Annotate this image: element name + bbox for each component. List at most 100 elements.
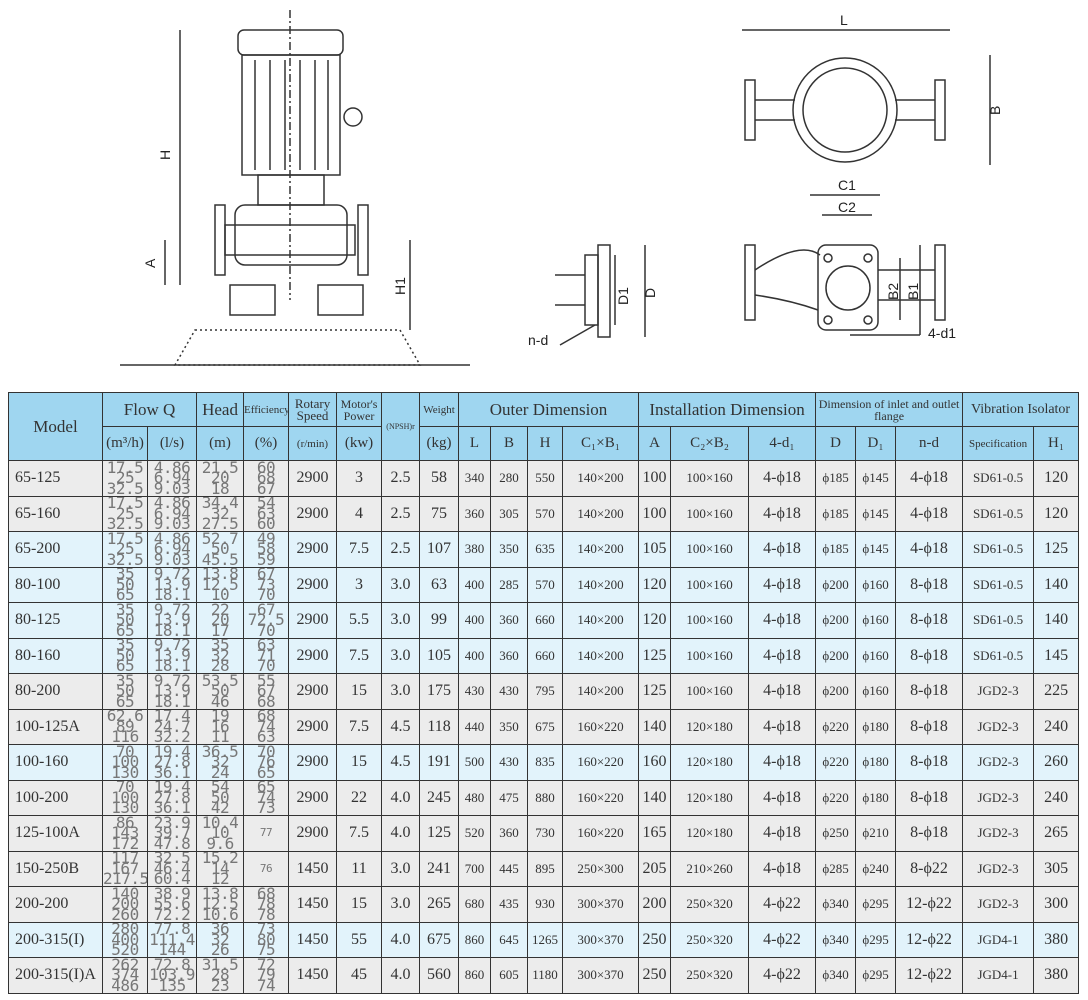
cell-q1: 140 200 260 [102,886,148,923]
cell-a: 250 [638,921,672,958]
cell-d1: 4-ϕ18 [748,566,817,603]
cell-b: 445 [490,850,529,887]
cell-c1b1: 300×370 [562,921,640,958]
table-row: 150-250B 117 167 217.5 32.5 46.4 60.4 15.2 … [8,850,1080,887]
cell-q1: 62.6 89 116 [102,708,148,745]
cell-head: 35 32 28 [196,637,245,674]
cell-a: 100 [638,460,672,497]
label-C2: C2 [838,199,856,215]
cell-q1: 280 400 520 [102,921,148,958]
cell-d1: 4-ϕ18 [748,850,817,887]
pump-dimension-drawings: H A H1 D1 D n-d L B C1 C2 B2 B1 4-d1 [120,10,1003,366]
cell-c2b2: 100×160 [670,637,750,674]
table-row: 200-200 140 200 260 38.9 55.6 72.2 13.8 12.… [8,886,1080,923]
cell-c2b2: 100×160 [670,602,750,639]
cell-h: 570 [527,566,564,603]
cell-b: 350 [490,531,529,568]
cell-l: 340 [458,460,492,497]
cell-d1: ϕ160 [855,566,897,603]
cell-c1b1: 160×220 [562,708,640,745]
flange-drawing [555,244,646,346]
cell-speed: 2900 [288,637,338,674]
cell-npsh: 4.0 [381,957,421,994]
label-B1: B1 [905,283,921,300]
cell-l: 380 [458,531,492,568]
cell-q2: 9.72 13.9 18.1 [146,637,198,674]
header-rotary-speed: Rotary Speed [288,392,338,427]
cell-h1: 265 [1033,815,1080,852]
header-eff-unit: (%) [243,426,290,461]
header-sub-10: Specification [962,426,1035,461]
cell-c2b2: 100×160 [670,566,750,603]
cell-h1: 380 [1033,957,1080,994]
cell-c1b1: 140×200 [562,460,640,497]
cell-d1: ϕ145 [855,495,897,532]
cell-d1: ϕ240 [855,850,897,887]
table-row: 80-200 35 50 65 9.72 13.9 18.1 53.5 50 46 55… [8,673,1080,710]
cell-d: ϕ220 [815,708,857,745]
cell-model: 80-160 [8,637,103,674]
cell-c1b1: 300×370 [562,957,640,994]
cell-b: 605 [490,957,529,994]
cell-q2: 19.4 27.8 36.1 [146,779,198,816]
table-row: 65-160 17.5 25 32.5 4.86 6.94 9.03 34.4 32 … [8,495,1080,532]
cell-h1: 240 [1033,708,1080,745]
cell-d1: 4-ϕ18 [748,815,817,852]
cell-head: 53.5 50 46 [196,673,245,710]
cell-d1: ϕ210 [855,815,897,852]
cell-c2b2: 100×160 [670,531,750,568]
cell-d: ϕ200 [815,566,857,603]
cell-power: 11 [336,850,383,887]
cell-head: 21.5 20 18 [196,460,245,497]
header-flange-dimension: Dimension of inlet and outlet flange [815,392,964,427]
cell-d: ϕ200 [815,673,857,710]
cell-a: 100 [638,495,672,532]
cell-c2b2: 120×180 [670,815,750,852]
cell-q2: 9.72 13.9 18.1 [146,566,198,603]
cell-c1b1: 160×220 [562,744,640,781]
cell-spec: SD61-0.5 [962,460,1035,497]
cell-spec: JGD2-3 [962,850,1035,887]
cell-q2: 4.86 6.94 9.03 [146,531,198,568]
cell-a: 120 [638,602,672,639]
cell-q2: 4.86 6.94 9.03 [146,495,198,532]
cell-nd: 8-ϕ18 [895,637,964,674]
cell-d1: ϕ295 [855,886,897,923]
cell-eff: 77 [243,815,290,852]
cell-weight: 105 [419,637,460,674]
cell-q1: 70 100 130 [102,744,148,781]
cell-model: 125-100A [8,815,103,852]
header-efficiency: Efficiency [243,392,290,427]
cell-speed: 1450 [288,957,338,994]
cell-d1: ϕ180 [855,744,897,781]
cell-d1: 4-ϕ18 [748,673,817,710]
table-row: 100-125A 62.6 89 116 17.4 24.7 32.2 19 16 1… [8,708,1080,745]
cell-spec: SD61-0.5 [962,602,1035,639]
cell-h: 675 [527,708,564,745]
header-motor-unit: (kw) [336,426,383,461]
cell-a: 140 [638,779,672,816]
cell-a: 165 [638,815,672,852]
header-sub-2: H [527,426,564,461]
header-npsh: (NPSH)r [381,392,421,461]
cell-b: 360 [490,637,529,674]
cell-model: 80-200 [8,673,103,710]
cell-l: 400 [458,637,492,674]
cell-model: 100-160 [8,744,103,781]
cell-h: 660 [527,602,564,639]
cell-npsh: 2.5 [381,460,421,497]
cell-head: 13.8 12.5 10.6 [196,886,245,923]
cell-h: 880 [527,779,564,816]
cell-q1: 35 50 65 [102,566,148,603]
bottom-view-drawing [744,244,946,336]
table-row: 200-315(I) 280 400 520 77.8 111.4 144 36 32… [8,921,1080,958]
cell-spec: SD61-0.5 [962,637,1035,674]
header-head-unit: (m) [196,426,245,461]
cell-eff: 67 73 70 [243,566,290,603]
cell-a: 125 [638,673,672,710]
cell-npsh: 2.5 [381,531,421,568]
cell-l: 500 [458,744,492,781]
cell-nd: 8-ϕ18 [895,566,964,603]
cell-power: 22 [336,779,383,816]
cell-npsh: 2.5 [381,495,421,532]
